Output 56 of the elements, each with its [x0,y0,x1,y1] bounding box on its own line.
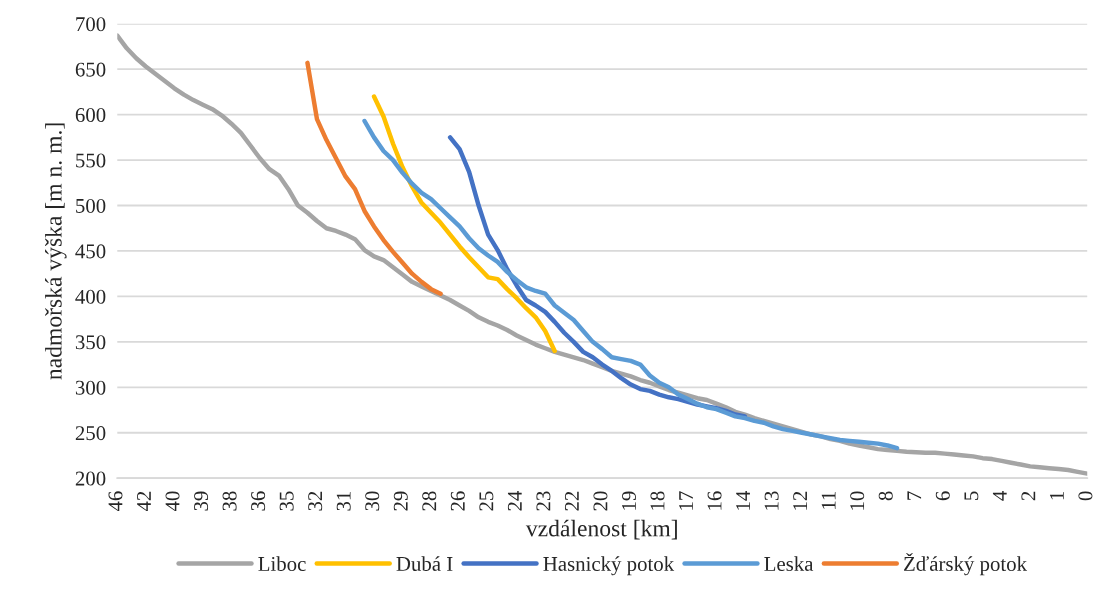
x-tick-label: 32 [308,491,323,511]
x-tick-label: 5 [964,491,979,500]
x-tick-label: 13 [764,491,779,510]
x-tick-label: 8 [878,491,893,501]
x-tick-label: 20 [593,491,608,511]
x-tick-label: 4 [992,491,1007,501]
x-tick-label: 17 [679,491,693,510]
x-tick-label: 30 [365,491,380,511]
y-tick-label: 700 [76,17,106,32]
x-tick-label: 38 [222,491,237,511]
x-tick-label: 16 [707,491,722,510]
y-tick-label: 200 [75,471,106,486]
x-tick-label: 11 [821,491,836,509]
y-axis-title: nadmořská výška [m n. m.] [45,123,67,380]
y-tick-label: 400 [75,289,106,304]
line-series [362,118,900,451]
y-tick-label: 500 [76,198,106,213]
x-tick-label: 29 [393,491,408,511]
x-tick-label: 25 [479,491,494,511]
x-tick-label: 28 [422,491,437,511]
y-tick-label: 650 [75,62,106,77]
legend-label: Žďárský potok [904,552,1028,576]
y-tick-label: 300 [75,380,106,395]
x-tick-label: 1 [1049,491,1064,500]
x-tick-label: 14 [736,491,750,510]
x-tick-label: 6 [935,491,950,501]
legend-label: Hasnický potok [543,556,675,576]
y-tick-label: 250 [75,426,106,441]
x-tick-label: 31 [336,491,351,511]
x-tick-label: 24 [507,491,522,511]
x-tick-label: 42 [137,491,151,512]
legend-label: Leska [764,556,814,571]
x-tick-label: 0 [1078,491,1093,501]
x-tick-label: 26 [450,491,465,511]
line-series [371,94,557,354]
x-tick-label: 12 [793,491,807,510]
line-series [305,60,443,296]
y-tick-label: 550 [76,153,106,168]
x-tick-label: 2 [1021,491,1036,501]
x-tick-label: 46 [108,491,123,512]
x-axis-title: vzdálenost [km] [525,519,677,540]
legend-label: Dubá I [396,556,453,571]
x-tick-label: 39 [194,491,209,511]
x-tick-label: 35 [279,491,294,511]
x-tick-label: 19 [621,491,636,510]
legend-label: Liboc [258,556,306,571]
x-tick-label: 40 [165,491,180,512]
x-tick-label: 22 [564,491,579,511]
x-tick-label: 23 [536,491,551,511]
y-tick-label: 600 [75,108,106,123]
x-tick-label: 36 [251,491,266,511]
y-tick-label: 350 [75,335,106,350]
x-tick-label: 18 [650,491,665,510]
x-tick-label: 7 [907,491,922,500]
x-tick-label: 10 [850,491,865,510]
y-tick-label: 450 [75,244,106,259]
